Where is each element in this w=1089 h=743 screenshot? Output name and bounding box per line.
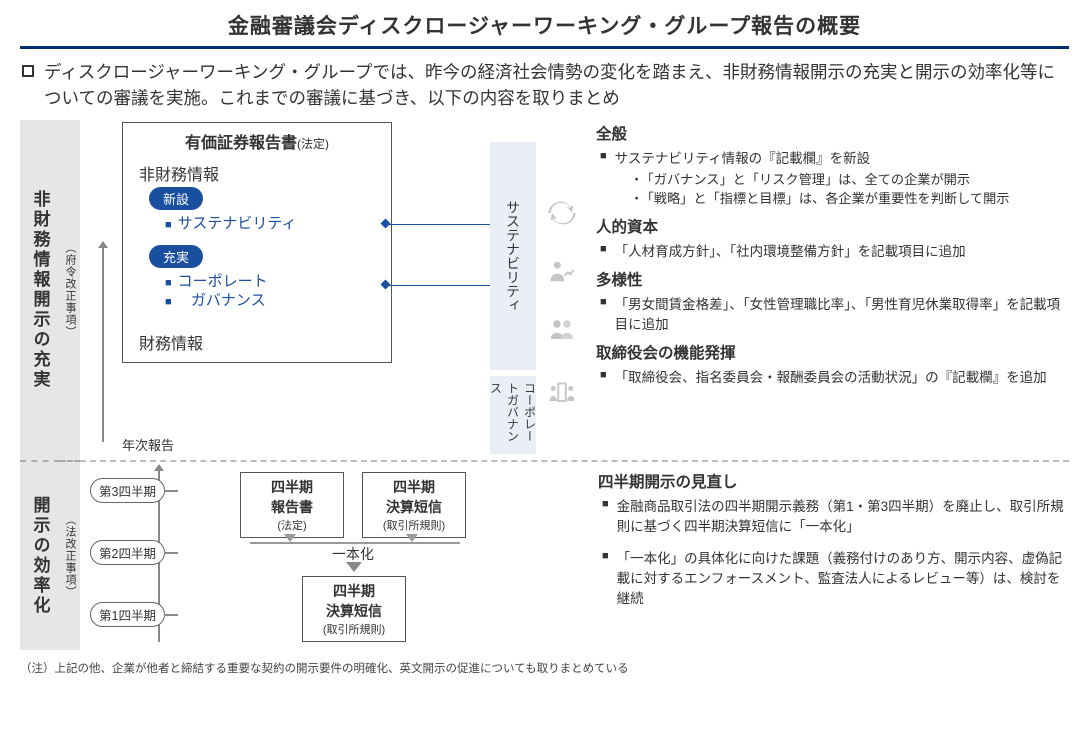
left-subnote-column: （府令改正事項） （法改正事項） [60,120,80,650]
people-icon [544,311,580,347]
human-b1: 「人材育成方針」、「社内環境整備方針」を記載項目に追加 [600,240,1069,260]
diversity-section: 多様性 「男女間賃金格差」、「女性管理職比率」、「男性育児休業取得率」を記載項目… [596,268,1069,333]
annual-report-diagram: 年次報告 有価証券報告書(法定) 非財務情報 新設 サステナビリティ [80,120,540,460]
human-heading: 人的資本 [596,215,1069,237]
merge-arrow-icon [346,562,362,572]
section1-content: 全般 サステナビリティ情報の『記載欄』を新設 「ガバナンス」と「リスク管理」は、… [584,120,1069,460]
q2-node: 第2四半期 [90,540,165,565]
general-heading: 全般 [596,122,1069,144]
row2-label: 開示の効率化 [20,460,60,650]
nonfinancial-heading: 非財務情報 [139,161,379,185]
new-pill: 新設 [149,187,203,210]
cycle-icon [544,195,580,231]
body-column: 年次報告 有価証券報告書(法定) 非財務情報 新設 サステナビリティ [80,120,1069,650]
general-section: 全般 サステナビリティ情報の『記載欄』を新設 「ガバナンス」と「リスク管理」は、… [596,122,1069,207]
annual-box-title-note: (法定) [297,137,329,151]
human-section: 人的資本 「人材育成方針」、「社内環境整備方針」を記載項目に追加 [596,215,1069,260]
general-s1: 「ガバナンス」と「リスク管理」は、全ての企業が開示 [630,169,1069,188]
connector-arrow-icon [383,285,491,286]
merge-label: 一本化 [332,544,374,564]
intro-body: ディスクロージャーワーキング・グループでは、昨今の経済社会情勢の変化を踏まえ、非… [44,59,1069,112]
board-b1: 「取締役会、指名委員会・報酬委員会の活動状況」の『記載欄』を追加 [600,366,1069,386]
quarterly-b1: 金融商品取引法の四半期開示義務（第1・第3四半期）を廃止し、取引所規則に基づく四… [602,495,1069,535]
cg-item-1: コーポレート [165,270,383,291]
sustainability-item: サステナビリティ [165,212,383,233]
quarterly-diagram: 第3四半期 第2四半期 第1四半期 四半期報告書(法定) 四半期決算短信(取引所… [80,462,586,650]
footnote: （注）上記の他、企業が他者と締結する重要な契約の開示要件の明確化、英文開示の促進… [20,660,1069,676]
q3-node: 第3四半期 [90,478,165,503]
quarterly-heading: 四半期開示の見直し [598,470,1069,492]
row1-subnote: （府令改正事項） [60,120,80,460]
expand-pill: 充実 [149,245,203,268]
left-category-column: 非財務情報開示の充実 開示の効率化 [20,120,60,650]
intro-text: ディスクロージャーワーキング・グループでは、昨今の経済社会情勢の変化を踏まえ、非… [20,59,1069,112]
square-bullet-icon [22,65,34,77]
report-arrow-icon [102,247,104,442]
vertical-labels: サステナビリティ コーポレートガバナンス [490,120,536,454]
down-arrow-icon [284,534,296,542]
board-icon [544,373,580,409]
quarterly-report-box: 四半期報告書(法定) [240,472,344,538]
diversity-b1: 「男女間賃金格差」、「女性管理職比率」、「男性育児休業取得率」を記載項目に追加 [600,293,1069,333]
board-section: 取締役会の機能発揮 「取締役会、指名委員会・報酬委員会の活動状況」の『記載欄』を… [596,341,1069,386]
quarterly-b2: 「一本化」の具体化に向けた課題（義務付けのあり方、開示内容、虚偽記載に対するエン… [602,547,1069,607]
annual-report-label: 年次報告 [122,435,174,454]
financial-heading: 財務情報 [139,330,379,354]
annual-report-box: 有価証券報告書(法定) 非財務情報 新設 サステナビリティ 充実 コーポレート … [122,122,392,363]
board-heading: 取締役会の機能発揮 [596,341,1069,363]
q1-node: 第1四半期 [90,602,165,627]
row2-subnote: （法改正事項） [60,460,80,650]
connector-arrow-icon [383,224,491,225]
general-b1: サステナビリティ情報の『記載欄』を新設 [600,147,1069,167]
row1-label: 非財務情報開示の充実 [20,120,60,460]
icon-column [540,120,584,460]
governance-vert-label: コーポレートガバナンス [490,376,536,454]
down-arrow-icon [406,534,418,542]
annual-box-title: 有価証券報告書(法定) [131,129,383,153]
cg-item-2: ■ ガバナンス [165,289,383,310]
diversity-heading: 多様性 [596,268,1069,290]
merged-tanshin-box: 四半期決算短信(取引所規則) [302,576,406,642]
quarterly-tanshin-box: 四半期決算短信(取引所規則) [362,472,466,538]
page-title: 金融審議会ディスクロージャーワーキング・グループ報告の概要 [20,8,1069,49]
section-nonfinancial: 年次報告 有価証券報告書(法定) 非財務情報 新設 サステナビリティ [80,120,1069,460]
main-grid: 非財務情報開示の充実 開示の効率化 （府令改正事項） （法改正事項） 年次報告 … [20,120,1069,650]
section-efficiency: 第3四半期 第2四半期 第1四半期 四半期報告書(法定) 四半期決算短信(取引所… [80,460,1069,650]
person-growth-icon [544,253,580,289]
annual-box-title-main: 有価証券報告書 [185,135,297,152]
quarterly-section: 四半期開示の見直し 金融商品取引法の四半期開示義務（第1・第3四半期）を廃止し、… [598,470,1069,607]
sustainability-vert-label: サステナビリティ [490,142,536,370]
general-s2: 「戦略」と「指標と目標」は、各企業が重要性を判断して開示 [630,188,1069,207]
merge-line [250,542,460,544]
section2-content: 四半期開示の見直し 金融商品取引法の四半期開示義務（第1・第3四半期）を廃止し、… [586,462,1069,650]
